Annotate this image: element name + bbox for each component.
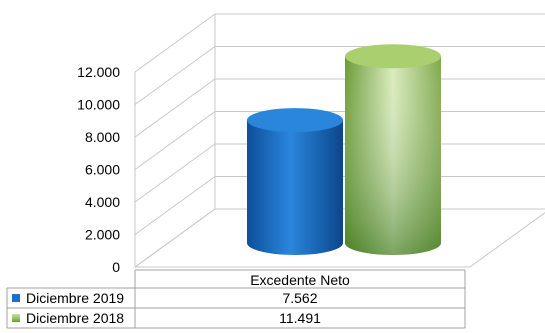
- gridline-side: [134, 46, 216, 105]
- bar-2: [345, 44, 441, 255]
- bar-top: [345, 44, 441, 69]
- bar-1: [247, 108, 343, 256]
- gridline-side: [134, 143, 216, 203]
- series-name: Diciembre 2019: [26, 290, 124, 306]
- y-tick-label: 10.000: [77, 97, 120, 113]
- bar-body: [247, 120, 343, 256]
- bar-shade: [345, 56, 441, 255]
- gridline-side: [134, 176, 216, 235]
- data-label: 7.562: [282, 290, 317, 306]
- category-label: Excedente Neto: [250, 272, 350, 288]
- y-tick-label: 6.000: [85, 162, 120, 178]
- y-axis: 0 2.000 4.000 6.000 8.000 10.000 12.000: [77, 64, 120, 275]
- gridline-side: [134, 111, 216, 170]
- y-tick-label: 8.000: [85, 129, 120, 145]
- y-tick-label: 12.000: [77, 64, 120, 80]
- legend-swatch: [12, 294, 20, 302]
- y-tick-label: 2.000: [85, 227, 120, 243]
- data-label: 11.491: [279, 310, 321, 326]
- gridline-side: [134, 208, 216, 268]
- y-tick-label: 0: [112, 259, 120, 275]
- gridline-side: [134, 78, 216, 138]
- y-tick-label: 4.000: [85, 194, 120, 210]
- legend-swatch: [12, 314, 20, 322]
- gridline-side: [134, 13, 216, 73]
- series-name: Diciembre 2018: [26, 310, 124, 326]
- bar-top: [247, 108, 343, 133]
- bars: [247, 44, 441, 256]
- data-table: Excedente Neto Diciembre 2019 7.562 Diciemb…: [6, 269, 466, 329]
